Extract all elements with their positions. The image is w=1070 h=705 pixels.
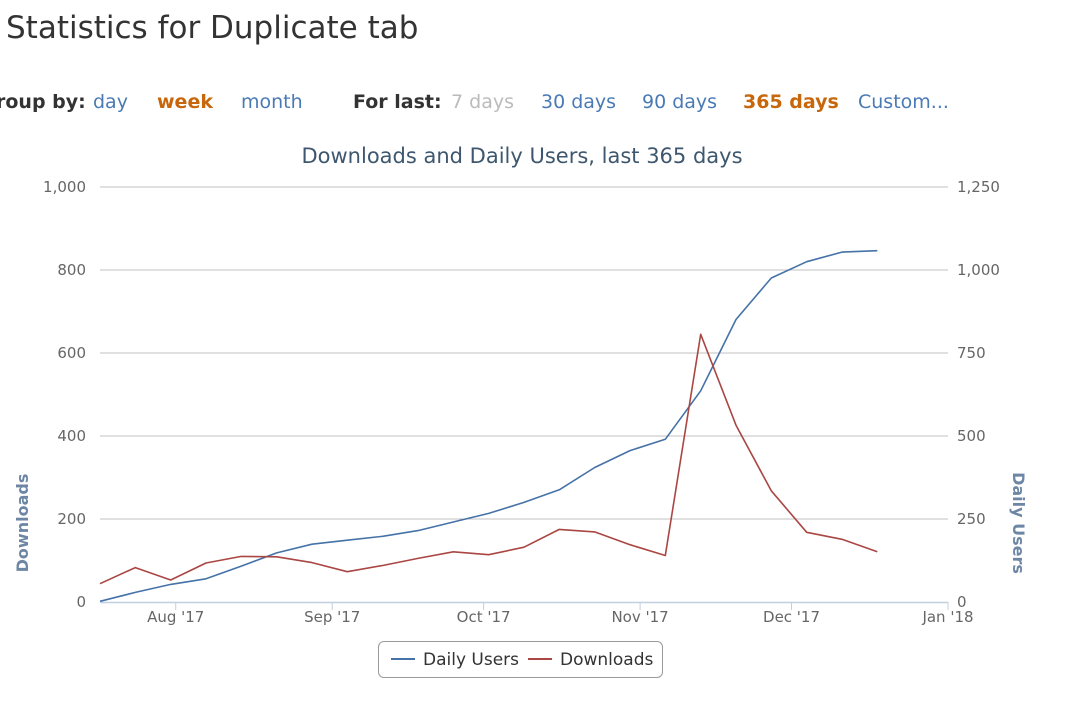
legend-label-daily-users: Daily Users [423, 650, 520, 670]
series-line-daily-users [99, 249, 878, 603]
x-tick-label: Sep '17 [304, 608, 360, 626]
y-left-tick-label: 1,000 [43, 178, 86, 196]
chart-title: Downloads and Daily Users, last 365 days [301, 144, 742, 168]
series-lines [99, 249, 878, 603]
legend-item-daily-users[interactable]: Daily Users [391, 642, 519, 679]
legend-swatch-downloads [528, 658, 552, 660]
group-by-month-link[interactable]: month [241, 91, 303, 113]
for-last-7-days-link: 7 days [451, 91, 514, 113]
y-axis-right-title: Daily Users [1009, 472, 1028, 574]
x-tick-label: Aug '17 [147, 608, 204, 626]
y-right-tick-label: 250 [957, 510, 986, 528]
y-left-tick-label: 800 [57, 261, 86, 279]
for-last-90-days-link[interactable]: 90 days [642, 91, 718, 113]
downloads-daily-users-chart: Downloads and Daily Users, last 365 days… [13, 144, 1028, 626]
group-by-week-link[interactable]: week [157, 91, 213, 113]
for-last-30-days-link[interactable]: 30 days [541, 91, 617, 113]
y-right-tick-label: 1,000 [957, 261, 1000, 279]
y-right-tick-label: 0 [957, 593, 967, 611]
legend-item-downloads[interactable]: Downloads [528, 642, 653, 679]
y-left-tick-label: 0 [76, 593, 86, 611]
x-tick-label: Oct '17 [457, 608, 511, 626]
group-by-label: roup by: [0, 91, 86, 113]
y-left-tick-label: 600 [57, 344, 86, 362]
series-line-downloads [99, 333, 878, 585]
y-axis-left-title: Downloads [13, 474, 32, 573]
axes: 0 200 400 600 800 1,000 0 250 500 750 1,000 1,250 Au… [43, 178, 1000, 626]
for-last-custom-link[interactable]: Custom... [858, 91, 949, 113]
chart-legend: Daily Users Downloads [378, 641, 663, 678]
x-tick-label: Dec '17 [763, 608, 820, 626]
x-tick-label: Nov '17 [611, 608, 668, 626]
y-right-tick-label: 1,250 [957, 178, 1000, 196]
for-last-365-days-link[interactable]: 365 days [743, 91, 839, 113]
legend-swatch-daily-users [391, 658, 415, 660]
y-left-tick-label: 400 [57, 427, 86, 445]
for-last-label: For last: [353, 91, 442, 113]
y-left-tick-label: 200 [57, 510, 86, 528]
y-right-tick-label: 750 [957, 344, 986, 362]
legend-label-downloads: Downloads [560, 650, 654, 670]
group-by-day-link[interactable]: day [93, 91, 128, 113]
chart-controls: roup by: day week month For last: 7 days… [0, 88, 1070, 116]
y-right-tick-label: 500 [957, 427, 986, 445]
x-tick-label: Jan '18 [921, 608, 973, 626]
gridlines [100, 186, 948, 520]
page-title: Statistics for Duplicate tab [6, 10, 419, 46]
